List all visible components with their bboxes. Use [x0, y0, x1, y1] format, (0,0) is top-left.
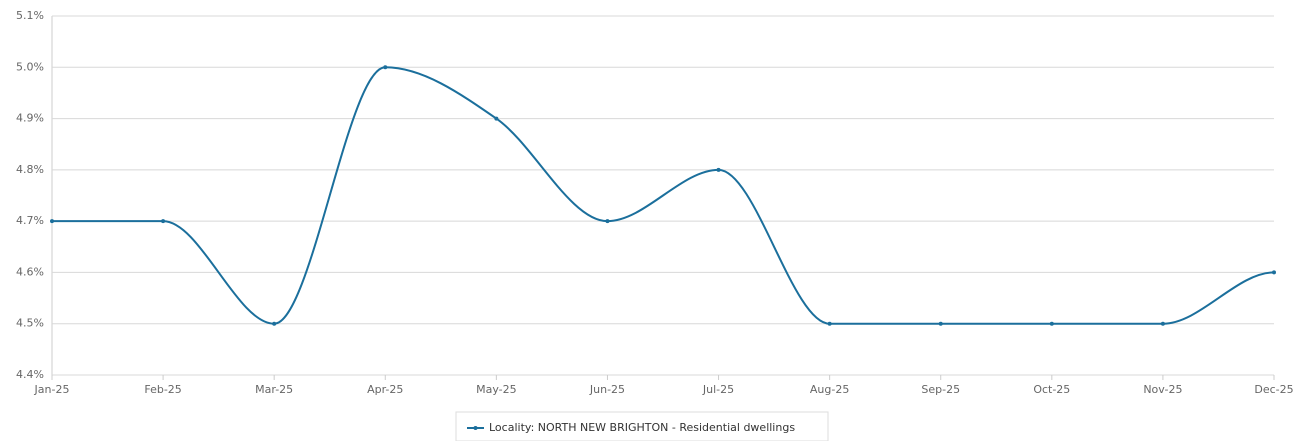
x-tick-label: Jan-25	[34, 383, 70, 396]
point	[1272, 270, 1276, 275]
legend-marker	[473, 426, 478, 430]
x-tick-label: Nov-25	[1143, 383, 1182, 396]
point	[161, 219, 166, 224]
x-tick-label: Sep-25	[921, 383, 960, 396]
legend-label: Locality: NORTH NEW BRIGHTON - Residenti…	[489, 421, 795, 434]
x-tick-label: Aug-25	[810, 383, 849, 396]
point	[50, 219, 54, 224]
point	[494, 116, 499, 121]
x-tick-label: May-25	[476, 383, 517, 396]
x-tick-label: Apr-25	[367, 383, 403, 396]
point	[605, 219, 610, 224]
y-tick-label: 5.1%	[16, 9, 44, 22]
point	[272, 321, 277, 326]
point	[716, 167, 721, 172]
y-tick-label: 4.6%	[16, 265, 44, 278]
x-tick-label: Oct-25	[1033, 383, 1070, 396]
y-tick-label: 4.4%	[16, 368, 44, 381]
point	[1049, 321, 1054, 326]
legend-box	[455, 411, 829, 441]
x-tick-label: Jun-25	[589, 383, 625, 396]
x-tick-label: Dec-25	[1254, 383, 1293, 396]
y-tick-label: 4.9%	[16, 112, 44, 125]
series-line	[52, 66, 1275, 325]
point	[383, 65, 388, 70]
y-tick-label: 4.8%	[16, 163, 44, 176]
x-tick-label: Feb-25	[144, 383, 181, 396]
y-tick-label: 4.5%	[16, 317, 44, 330]
point	[1160, 321, 1165, 326]
point	[938, 321, 943, 326]
y-tick-label: 4.7%	[16, 214, 44, 227]
x-tick-label: Mar-25	[255, 383, 293, 396]
y-tick-label: 5.0%	[16, 60, 44, 73]
x-tick-label: Jul-25	[702, 383, 734, 396]
point	[827, 321, 832, 326]
